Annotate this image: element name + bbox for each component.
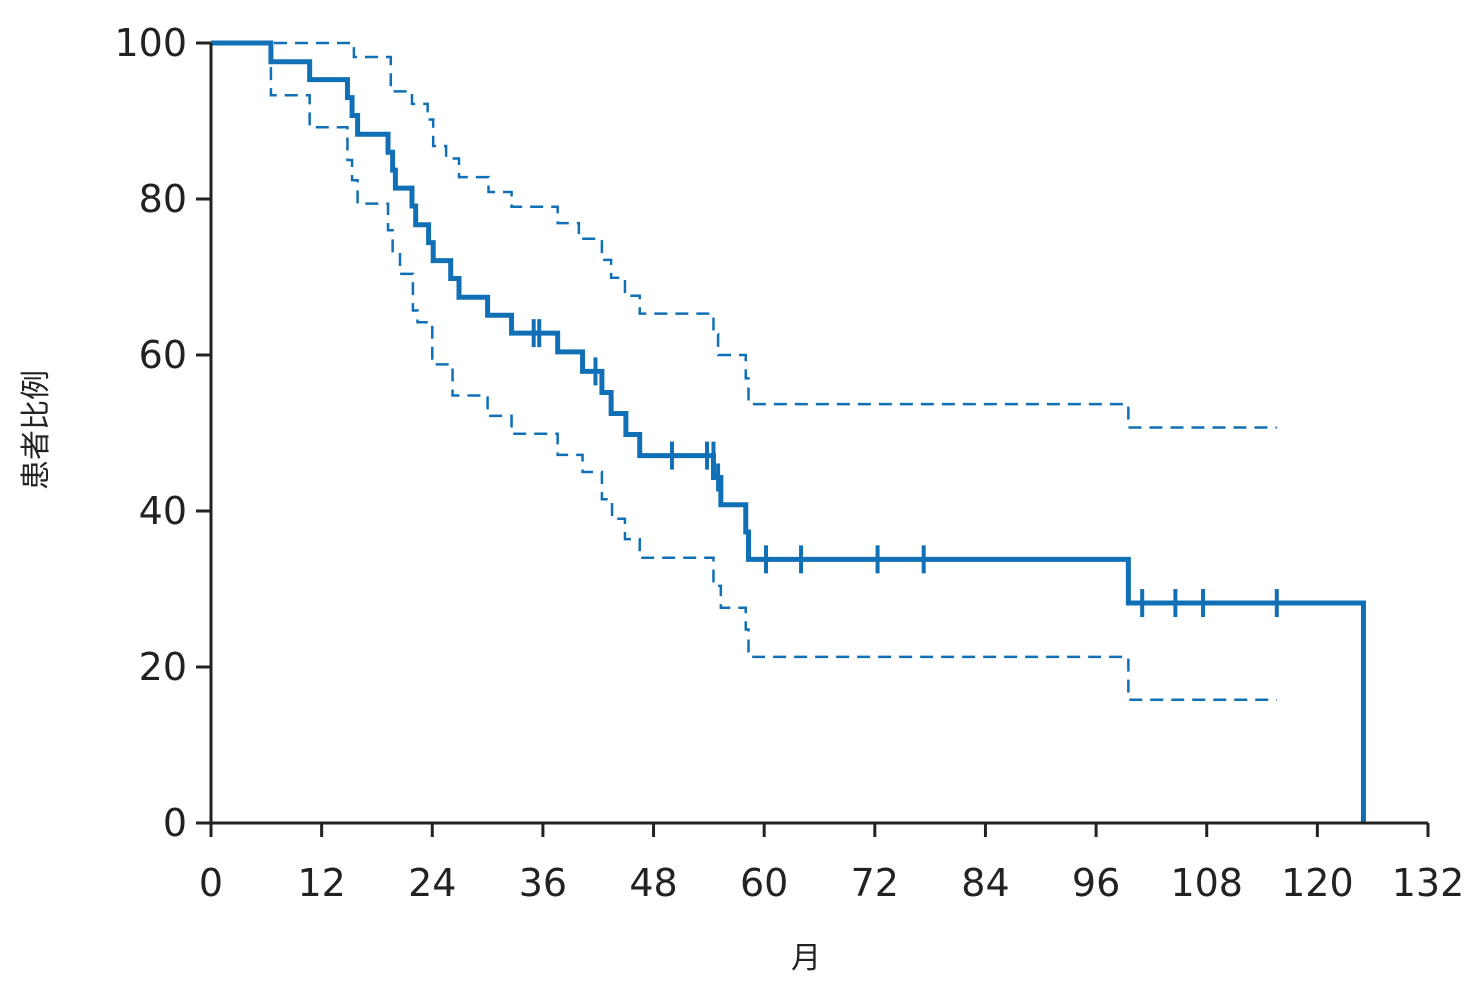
x-tick-label: 72 [851,861,899,905]
x-axis-title: 月 [791,941,821,976]
y-tick-label: 20 [139,645,187,689]
y-tick-label: 80 [139,177,187,221]
confidence-interval-layer [211,41,1277,702]
x-tick-label: 36 [519,861,567,905]
censor-marks-layer [531,319,1279,618]
y-axis-title: 患者比例 [19,370,54,490]
x-tick-label: 12 [297,861,345,905]
y-tick-label: 0 [163,801,187,845]
x-tick-label: 96 [1072,861,1120,905]
y-tick-label: 40 [139,489,187,533]
x-tick-label: 84 [961,861,1009,905]
upper-ci-line [211,41,1277,429]
x-tick-label: 108 [1170,861,1243,905]
survival-curve-layer [211,40,1366,823]
x-tick-label: 24 [408,861,456,905]
x-tick-label: 0 [199,861,223,905]
axes-layer: 0 12 24 36 48 60 72 84 96 108 120 132 0 20 40 60 80 100 [114,21,1464,905]
lower-ci-line [211,41,1277,702]
y-tick-label: 60 [139,333,187,377]
x-tick-label: 132 [1392,861,1465,905]
x-tick-label: 48 [629,861,677,905]
survival-estimate-line [211,40,1366,823]
y-tick-label: 100 [114,21,187,65]
x-tick-label: 120 [1281,861,1354,905]
x-tick-label: 60 [740,861,788,905]
